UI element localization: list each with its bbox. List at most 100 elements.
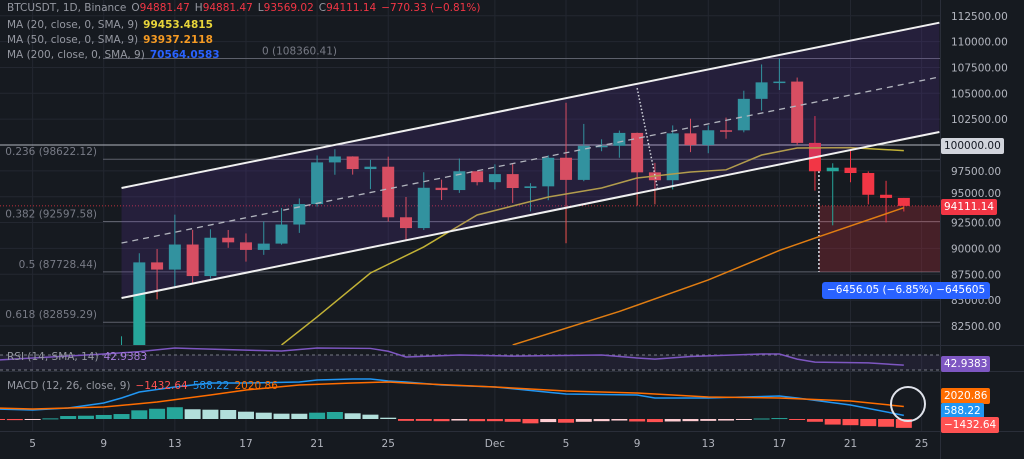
macd-histogram-bar <box>362 414 379 419</box>
price-tick-label: 87500.00 <box>951 269 1001 281</box>
macd-histogram-bar <box>540 419 557 423</box>
macd-histogram-bar <box>486 419 503 422</box>
price-tick-label: 90000.00 <box>951 243 1001 255</box>
macd-histogram-bar <box>878 419 895 427</box>
price-tick-label: 97500.00 <box>951 166 1001 178</box>
candle-body <box>791 81 804 143</box>
macd-histogram-bar <box>771 418 788 420</box>
macd-histogram-bar <box>309 412 326 419</box>
highlight-circle <box>890 386 926 422</box>
change-value: −770.33 (−0.81%) <box>381 2 481 14</box>
price-tick-label: 95000.00 <box>951 188 1001 200</box>
price-tick-label: 110000.00 <box>951 37 1008 49</box>
high-label: H <box>194 2 203 14</box>
candle-body <box>488 174 501 183</box>
candle-body <box>435 187 448 191</box>
symbol-title[interactable]: BTCUSDT, 1D, Binance <box>7 2 127 14</box>
macd-histogram-bar <box>451 419 468 421</box>
macd-histogram-bar <box>60 416 77 419</box>
candle-body <box>755 82 768 99</box>
macd-value-badge: 588.22 <box>941 403 984 419</box>
rsi-band <box>0 355 940 370</box>
candle-body <box>133 262 146 345</box>
fib-level-label: 0.236 (98622.12) <box>5 146 97 158</box>
candle-body <box>613 132 626 146</box>
time-tick-label: 17 <box>239 438 252 450</box>
measure-label: −6456.05 (−6.85%) −645605 <box>822 282 991 299</box>
macd-signal-line <box>0 381 904 410</box>
price-tick-label: 105000.00 <box>951 88 1008 100</box>
candle-body <box>275 224 288 244</box>
close-label: C <box>318 2 327 14</box>
candle-body <box>542 157 555 187</box>
ma20-label: MA (20, close, 0, SMA, 9) <box>7 19 139 31</box>
time-tick-label: 5 <box>29 438 36 450</box>
ma50-legend[interactable]: MA (50, close, 0, SMA, 9) 93937.2118 <box>7 34 218 46</box>
macd-histogram-bar <box>700 419 717 421</box>
macd-histogram-bar <box>575 419 592 422</box>
close-value: 94111.14 <box>326 2 377 14</box>
rsi-line <box>0 347 904 366</box>
price-tick-label: 92500.00 <box>951 218 1001 230</box>
time-tick-label: 9 <box>634 438 641 450</box>
symbol-legend: BTCUSDT, 1D, Binance O94881.47 H94881.47 L9… <box>7 2 485 14</box>
time-tick-label: 9 <box>100 438 107 450</box>
macd-histogram-bar <box>184 409 201 419</box>
rsi-value: 42.9383 <box>103 351 147 363</box>
time-tick-label: 13 <box>702 438 715 450</box>
candle-body <box>364 166 377 170</box>
time-tick-label: 13 <box>168 438 181 450</box>
open-label: O <box>131 2 140 14</box>
macd-histogram-bar <box>255 412 272 419</box>
macd-histogram-bar <box>646 419 663 423</box>
macd-histogram-bar <box>42 418 59 420</box>
candle-body <box>151 262 164 270</box>
macd-histogram-bar <box>611 419 628 421</box>
time-tick-label: 21 <box>844 438 857 450</box>
signal-value-badge: 2020.86 <box>941 388 991 404</box>
macd-histogram-bar <box>202 409 219 419</box>
ma200-label: MA (200, close, 0, SMA, 9) <box>7 49 145 61</box>
macd-histogram-bar <box>842 419 859 426</box>
channel-lower-line <box>121 130 940 300</box>
macd-histogram-bar <box>735 419 752 420</box>
ma20-legend[interactable]: MA (20, close, 0, SMA, 9) 99453.4815 <box>7 19 218 31</box>
low-label: L <box>257 2 264 14</box>
macd-histogram-bar <box>6 419 23 421</box>
macd-legend[interactable]: MACD (12, 26, close, 9) −1432.64 588.22 202… <box>7 380 283 392</box>
time-tick-label: 25 <box>382 438 395 450</box>
macd-histogram-bar <box>380 417 397 419</box>
candle-body <box>417 187 430 229</box>
macd-histogram-bar <box>522 419 539 424</box>
main-pane: 0 (108360.41) 0.236 (98622.12) 0.382 (9259… <box>0 21 940 345</box>
candle-body <box>737 98 750 131</box>
candle-body <box>506 174 519 189</box>
macd-label: MACD (12, 26, close, 9) <box>7 380 131 392</box>
rsi-label: RSI (14, SMA, 14) <box>7 351 99 363</box>
price-tick-label: 112500.00 <box>951 11 1008 23</box>
macd-histogram-bar <box>220 410 237 419</box>
ma200-legend[interactable]: MA (200, close, 0, SMA, 9) 70564.0583 <box>7 49 225 61</box>
candle-body <box>168 244 181 270</box>
rsi-legend[interactable]: RSI (14, SMA, 14) 42.9383 <box>7 351 152 363</box>
price-tick-label: 102500.00 <box>951 114 1008 126</box>
channel-middle-line <box>121 76 940 244</box>
candle-body <box>293 204 306 225</box>
ma200-value: 70564.0583 <box>149 49 220 61</box>
candle-body <box>844 167 857 174</box>
macd-histogram-bar <box>558 419 575 423</box>
candle-body <box>328 156 341 163</box>
macd-histogram-bar <box>753 418 770 420</box>
candle-body <box>560 157 573 180</box>
candle-body <box>222 237 235 243</box>
macd-histogram-bar <box>398 419 414 421</box>
macd-histogram-bar <box>629 419 646 422</box>
ma50-value: 93937.2118 <box>143 34 213 46</box>
macd-histogram-bar <box>682 419 699 422</box>
macd-histogram-bar <box>789 419 806 420</box>
macd-histogram-bar <box>824 419 841 425</box>
high-value: 94881.47 <box>202 2 253 14</box>
macd-histogram-bar <box>593 419 610 422</box>
time-tick-label: 21 <box>310 438 323 450</box>
